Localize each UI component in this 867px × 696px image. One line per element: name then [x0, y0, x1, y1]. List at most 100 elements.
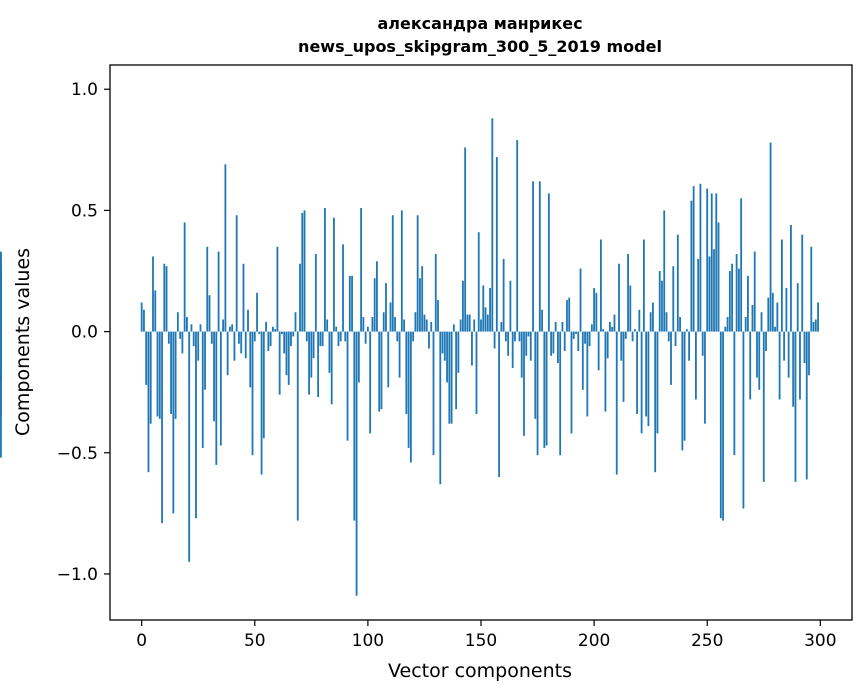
- bar: [287, 331, 290, 385]
- bar: [753, 251, 756, 332]
- bar: [294, 312, 297, 332]
- bar: [629, 285, 632, 332]
- bar: [799, 331, 801, 400]
- bar: [208, 295, 211, 332]
- bar: [143, 309, 145, 332]
- bar: [468, 314, 471, 332]
- bar: [213, 331, 215, 422]
- bar: [389, 302, 392, 332]
- bar: [240, 331, 243, 354]
- bar: [688, 331, 691, 361]
- bar: [176, 312, 179, 332]
- bar: [699, 183, 702, 332]
- x-tick-label: 0: [136, 631, 147, 651]
- bar: [452, 324, 455, 332]
- bar: [652, 302, 654, 332]
- bar: [672, 266, 675, 332]
- y-tick-label: −0.5: [57, 444, 98, 464]
- bar: [538, 181, 541, 332]
- bar: [545, 331, 548, 446]
- bar: [656, 331, 659, 434]
- bar: [792, 331, 795, 407]
- bar: [328, 331, 331, 373]
- bar: [217, 251, 220, 332]
- bar: [756, 331, 758, 378]
- y-axis-ticks: −1.0 −0.5 0.0 0.5 1.0: [57, 80, 110, 585]
- bar: [380, 331, 383, 410]
- bar: [165, 266, 168, 332]
- bar: [495, 157, 498, 332]
- bar: [595, 292, 598, 332]
- bar: [342, 244, 344, 332]
- bar: [661, 280, 663, 332]
- bar: [163, 263, 166, 332]
- bar: [504, 331, 507, 342]
- bar: [679, 317, 681, 332]
- bar: [219, 331, 222, 446]
- bar: [493, 331, 496, 349]
- bar: [0, 331, 2, 381]
- bar: [787, 331, 790, 378]
- bar: [373, 278, 376, 332]
- bar: [278, 331, 281, 395]
- bar: [210, 331, 213, 344]
- bar: [172, 331, 175, 514]
- bar: [421, 266, 424, 332]
- bar: [590, 324, 593, 332]
- x-tick-label: 50: [244, 631, 266, 651]
- bar: [708, 256, 711, 332]
- bar: [369, 331, 372, 434]
- bar: [550, 331, 553, 356]
- bar: [258, 331, 261, 335]
- bar: [728, 271, 731, 332]
- bar: [717, 222, 720, 332]
- bar: [201, 331, 204, 448]
- bar: [199, 324, 202, 332]
- bar: [618, 263, 620, 332]
- bar: [710, 193, 713, 332]
- bar: [360, 207, 363, 332]
- bar: [271, 326, 274, 332]
- bar: [416, 215, 419, 332]
- bar: [337, 331, 340, 347]
- bar: [785, 287, 788, 332]
- bar: [269, 331, 272, 347]
- bar: [186, 317, 188, 332]
- bar: [695, 331, 697, 400]
- bar: [808, 331, 810, 376]
- bar: [353, 331, 356, 521]
- x-tick-label: 250: [691, 631, 723, 651]
- bar: [638, 309, 641, 332]
- bar: [355, 331, 358, 596]
- bar: [552, 331, 555, 354]
- bar: [685, 329, 688, 332]
- bar: [0, 319, 2, 332]
- bar: [794, 331, 797, 482]
- bar: [238, 331, 240, 344]
- bar: [577, 331, 580, 351]
- bar: [663, 210, 666, 332]
- bar: [640, 331, 643, 434]
- bar: [774, 326, 776, 332]
- bar: [609, 321, 611, 332]
- bar: [366, 326, 369, 332]
- bar: [326, 319, 329, 332]
- bar: [559, 331, 562, 456]
- bar: [405, 331, 408, 414]
- bar: [647, 331, 650, 427]
- bar: [563, 331, 566, 351]
- bar: [149, 331, 152, 424]
- bar: [516, 140, 519, 332]
- bar: [181, 331, 184, 354]
- bar: [697, 258, 700, 332]
- bar: [364, 331, 367, 344]
- bar: [321, 331, 324, 347]
- bar: [281, 331, 283, 335]
- bar: [633, 329, 636, 332]
- bar: [511, 331, 514, 368]
- bar: [713, 249, 715, 332]
- bar: [812, 321, 815, 332]
- bar: [803, 331, 806, 364]
- bar: [701, 331, 704, 356]
- bar: [790, 224, 792, 332]
